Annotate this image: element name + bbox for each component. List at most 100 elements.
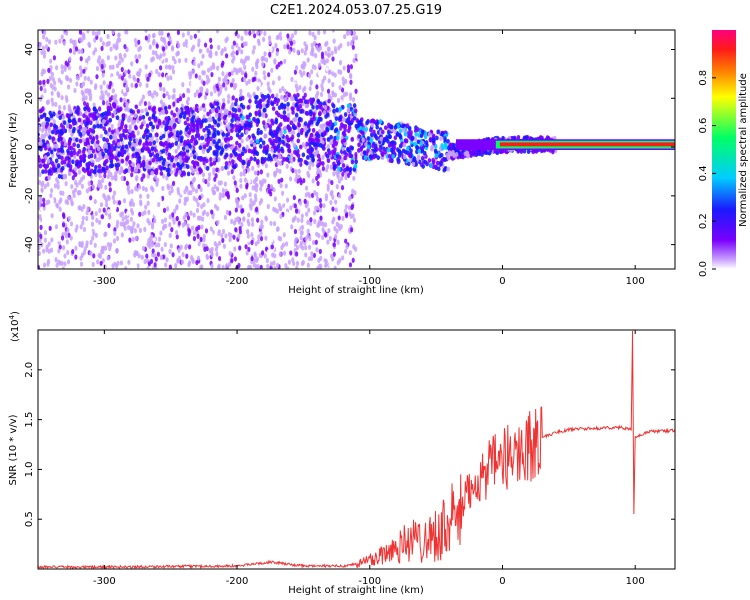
heatmap-cell <box>41 121 45 127</box>
heatmap-cell <box>162 207 167 213</box>
heatmap-cell <box>349 79 353 85</box>
heatmap-cell <box>153 90 157 96</box>
heatmap-cell <box>146 193 150 199</box>
y-tick-label: 1.0 <box>24 461 35 477</box>
heatmap-cell <box>238 96 243 102</box>
heatmap-cell <box>117 37 122 43</box>
heatmap-cell <box>234 97 239 103</box>
heatmap-cell <box>277 136 282 142</box>
heatmap-cell <box>120 66 124 73</box>
heatmap-cell <box>315 44 319 50</box>
heatmap-cell <box>130 167 134 173</box>
heatmap-cell <box>92 50 96 56</box>
heatmap-cell <box>319 116 323 122</box>
heatmap-cell <box>213 241 217 247</box>
heatmap-cell <box>123 53 127 59</box>
heatmap-cell <box>325 121 330 126</box>
heatmap-cell <box>81 149 86 155</box>
heatmap-cell <box>147 116 152 122</box>
heatmap-cell <box>305 154 310 160</box>
heatmap-cell <box>209 91 214 97</box>
heatmap-cell <box>344 175 348 181</box>
heatmap-cell <box>106 33 110 40</box>
heatmap-cell <box>101 72 105 78</box>
heatmap-cell <box>169 243 173 249</box>
heatmap-cell <box>193 33 198 39</box>
heatmap-cell <box>114 55 118 61</box>
heatmap-cell <box>91 235 95 241</box>
heatmap-cell <box>95 134 99 140</box>
heatmap-cell <box>180 189 184 196</box>
heatmap-cell <box>230 70 234 76</box>
heatmap-cell <box>425 142 429 148</box>
heatmap-cell <box>346 41 350 47</box>
heatmap-cell <box>311 104 315 110</box>
heatmap-cell <box>80 183 84 189</box>
heatmap-cell <box>89 79 93 85</box>
heatmap-cell <box>235 125 240 130</box>
heatmap-cell <box>171 65 175 71</box>
heatmap-cell <box>186 30 191 36</box>
snr-y-ticks: 0.51.01.52.0 <box>24 362 675 527</box>
heatmap-cell <box>315 191 319 198</box>
heatmap-cell <box>120 232 124 238</box>
heatmap-cell <box>463 151 468 157</box>
heatmap-cell <box>97 179 101 185</box>
heatmap-cell <box>316 90 320 96</box>
heatmap-cell <box>252 45 256 51</box>
heatmap-cell <box>203 133 208 139</box>
heatmap-cell <box>421 164 426 169</box>
heatmap-cell <box>199 60 204 66</box>
heatmap-cell <box>47 126 51 132</box>
heatmap-cell <box>153 262 157 268</box>
heatmap-cell <box>264 163 268 169</box>
heatmap-cell <box>289 40 294 46</box>
heatmap-cell <box>289 250 293 256</box>
heatmap-cell <box>247 178 251 184</box>
heatmap-cell <box>179 164 183 170</box>
heatmap-cell <box>247 159 251 165</box>
heatmap-cell <box>245 144 249 150</box>
heatmap-cell <box>287 148 292 154</box>
heatmap-cell <box>144 91 149 97</box>
heatmap-cell <box>290 152 294 158</box>
heatmap-cell <box>314 239 318 245</box>
heatmap-cell <box>308 165 312 171</box>
heatmap-cell <box>305 141 309 147</box>
heatmap-cell <box>55 46 59 52</box>
heatmap-cell <box>178 198 182 204</box>
heatmap-cell <box>302 264 306 269</box>
heatmap-cell <box>290 96 295 102</box>
heatmap-cell <box>313 218 317 225</box>
heatmap-cell <box>79 56 83 62</box>
heatmap-cell <box>316 133 321 139</box>
heatmap-cell <box>83 141 88 147</box>
heatmap-cell <box>251 49 255 55</box>
heatmap-cell <box>286 101 290 107</box>
heatmap-cell <box>107 169 111 175</box>
heatmap-cell <box>47 169 52 174</box>
heatmap-cell <box>308 30 312 36</box>
heatmap-cell <box>224 152 229 158</box>
x-tick-label: 100 <box>626 276 645 287</box>
heatmap-cell <box>236 203 240 209</box>
heatmap-cell <box>215 141 219 147</box>
heatmap-cell <box>92 169 97 175</box>
heatmap-cell <box>349 74 353 80</box>
heatmap-cell <box>41 45 45 51</box>
heatmap-cell <box>190 225 195 231</box>
figure-title: C2E1.2024.053.07.25.G19 <box>270 3 442 18</box>
heatmap-cell <box>320 51 325 57</box>
heatmap-cell <box>156 251 161 257</box>
heatmap-cell <box>230 128 234 133</box>
heatmap-cell <box>223 181 227 187</box>
heatmap-cell <box>205 253 209 259</box>
heatmap-cell <box>262 145 267 150</box>
heatmap-cell <box>115 219 120 226</box>
heatmap-cell <box>261 190 265 196</box>
heatmap-cell <box>335 228 339 234</box>
heatmap-cell <box>130 188 134 195</box>
y-tick-label: 20 <box>24 92 35 105</box>
heatmap-cell <box>38 200 41 206</box>
heatmap-cell <box>427 158 432 163</box>
